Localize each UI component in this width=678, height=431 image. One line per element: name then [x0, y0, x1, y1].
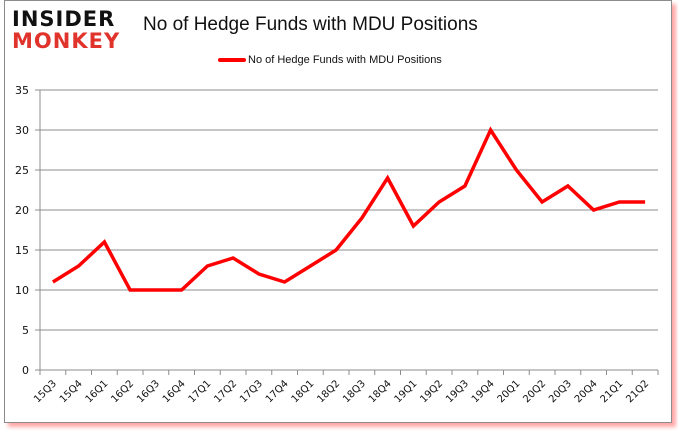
- x-tick-label: 16Q1: [84, 378, 111, 405]
- logo-line2: MONKEY: [12, 29, 121, 53]
- x-tick-label: 20Q3: [547, 378, 574, 405]
- chart-title: No of Hedge Funds with MDU Positions: [143, 14, 478, 35]
- x-tick-label: 19Q2: [418, 378, 445, 405]
- y-tick-label: 35: [15, 84, 29, 97]
- x-tick-label: 15Q4: [58, 378, 85, 405]
- x-tick-label: 18Q2: [315, 378, 342, 405]
- x-tick-label: 15Q3: [32, 378, 59, 405]
- x-tick-label: 16Q4: [161, 378, 188, 405]
- x-tick-label: 20Q4: [573, 378, 600, 405]
- x-tick-label: 16Q2: [109, 378, 136, 405]
- y-tick-label: 10: [15, 284, 29, 297]
- chart-frame: [4, 0, 672, 423]
- legend-line-swatch: [218, 58, 246, 62]
- x-tick-label: 20Q1: [496, 378, 523, 405]
- y-tick-label: 15: [15, 244, 29, 257]
- y-tick-label: 30: [15, 124, 29, 137]
- insider-monkey-logo: INSIDER MONKEY: [12, 8, 120, 52]
- x-tick-label: 17Q3: [238, 378, 265, 405]
- x-tick-label: 16Q3: [135, 378, 162, 405]
- x-tick-label: 18Q3: [341, 378, 368, 405]
- x-tick-label: 17Q4: [264, 378, 291, 405]
- x-tick-label: 21Q1: [599, 378, 626, 405]
- x-tick-label: 17Q1: [187, 378, 214, 405]
- logo-line1: INSIDER: [12, 7, 116, 31]
- y-tick-label: 5: [22, 324, 29, 337]
- legend: No of Hedge Funds with MDU Positions: [218, 54, 442, 66]
- x-tick-label: 19Q3: [444, 378, 471, 405]
- legend-label: No of Hedge Funds with MDU Positions: [248, 54, 442, 66]
- y-tick-label: 0: [22, 364, 29, 377]
- x-tick-label: 18Q1: [290, 378, 317, 405]
- x-tick-label: 19Q1: [393, 378, 420, 405]
- x-tick-label: 19Q4: [470, 378, 497, 405]
- x-tick-label: 20Q2: [521, 378, 548, 405]
- y-tick-label: 25: [15, 164, 29, 177]
- x-tick-label: 18Q4: [367, 378, 394, 405]
- x-tick-label: 17Q2: [212, 378, 239, 405]
- data-series-line: [51, 126, 646, 292]
- x-tick-label: 21Q2: [624, 378, 651, 405]
- y-tick-label: 20: [15, 204, 29, 217]
